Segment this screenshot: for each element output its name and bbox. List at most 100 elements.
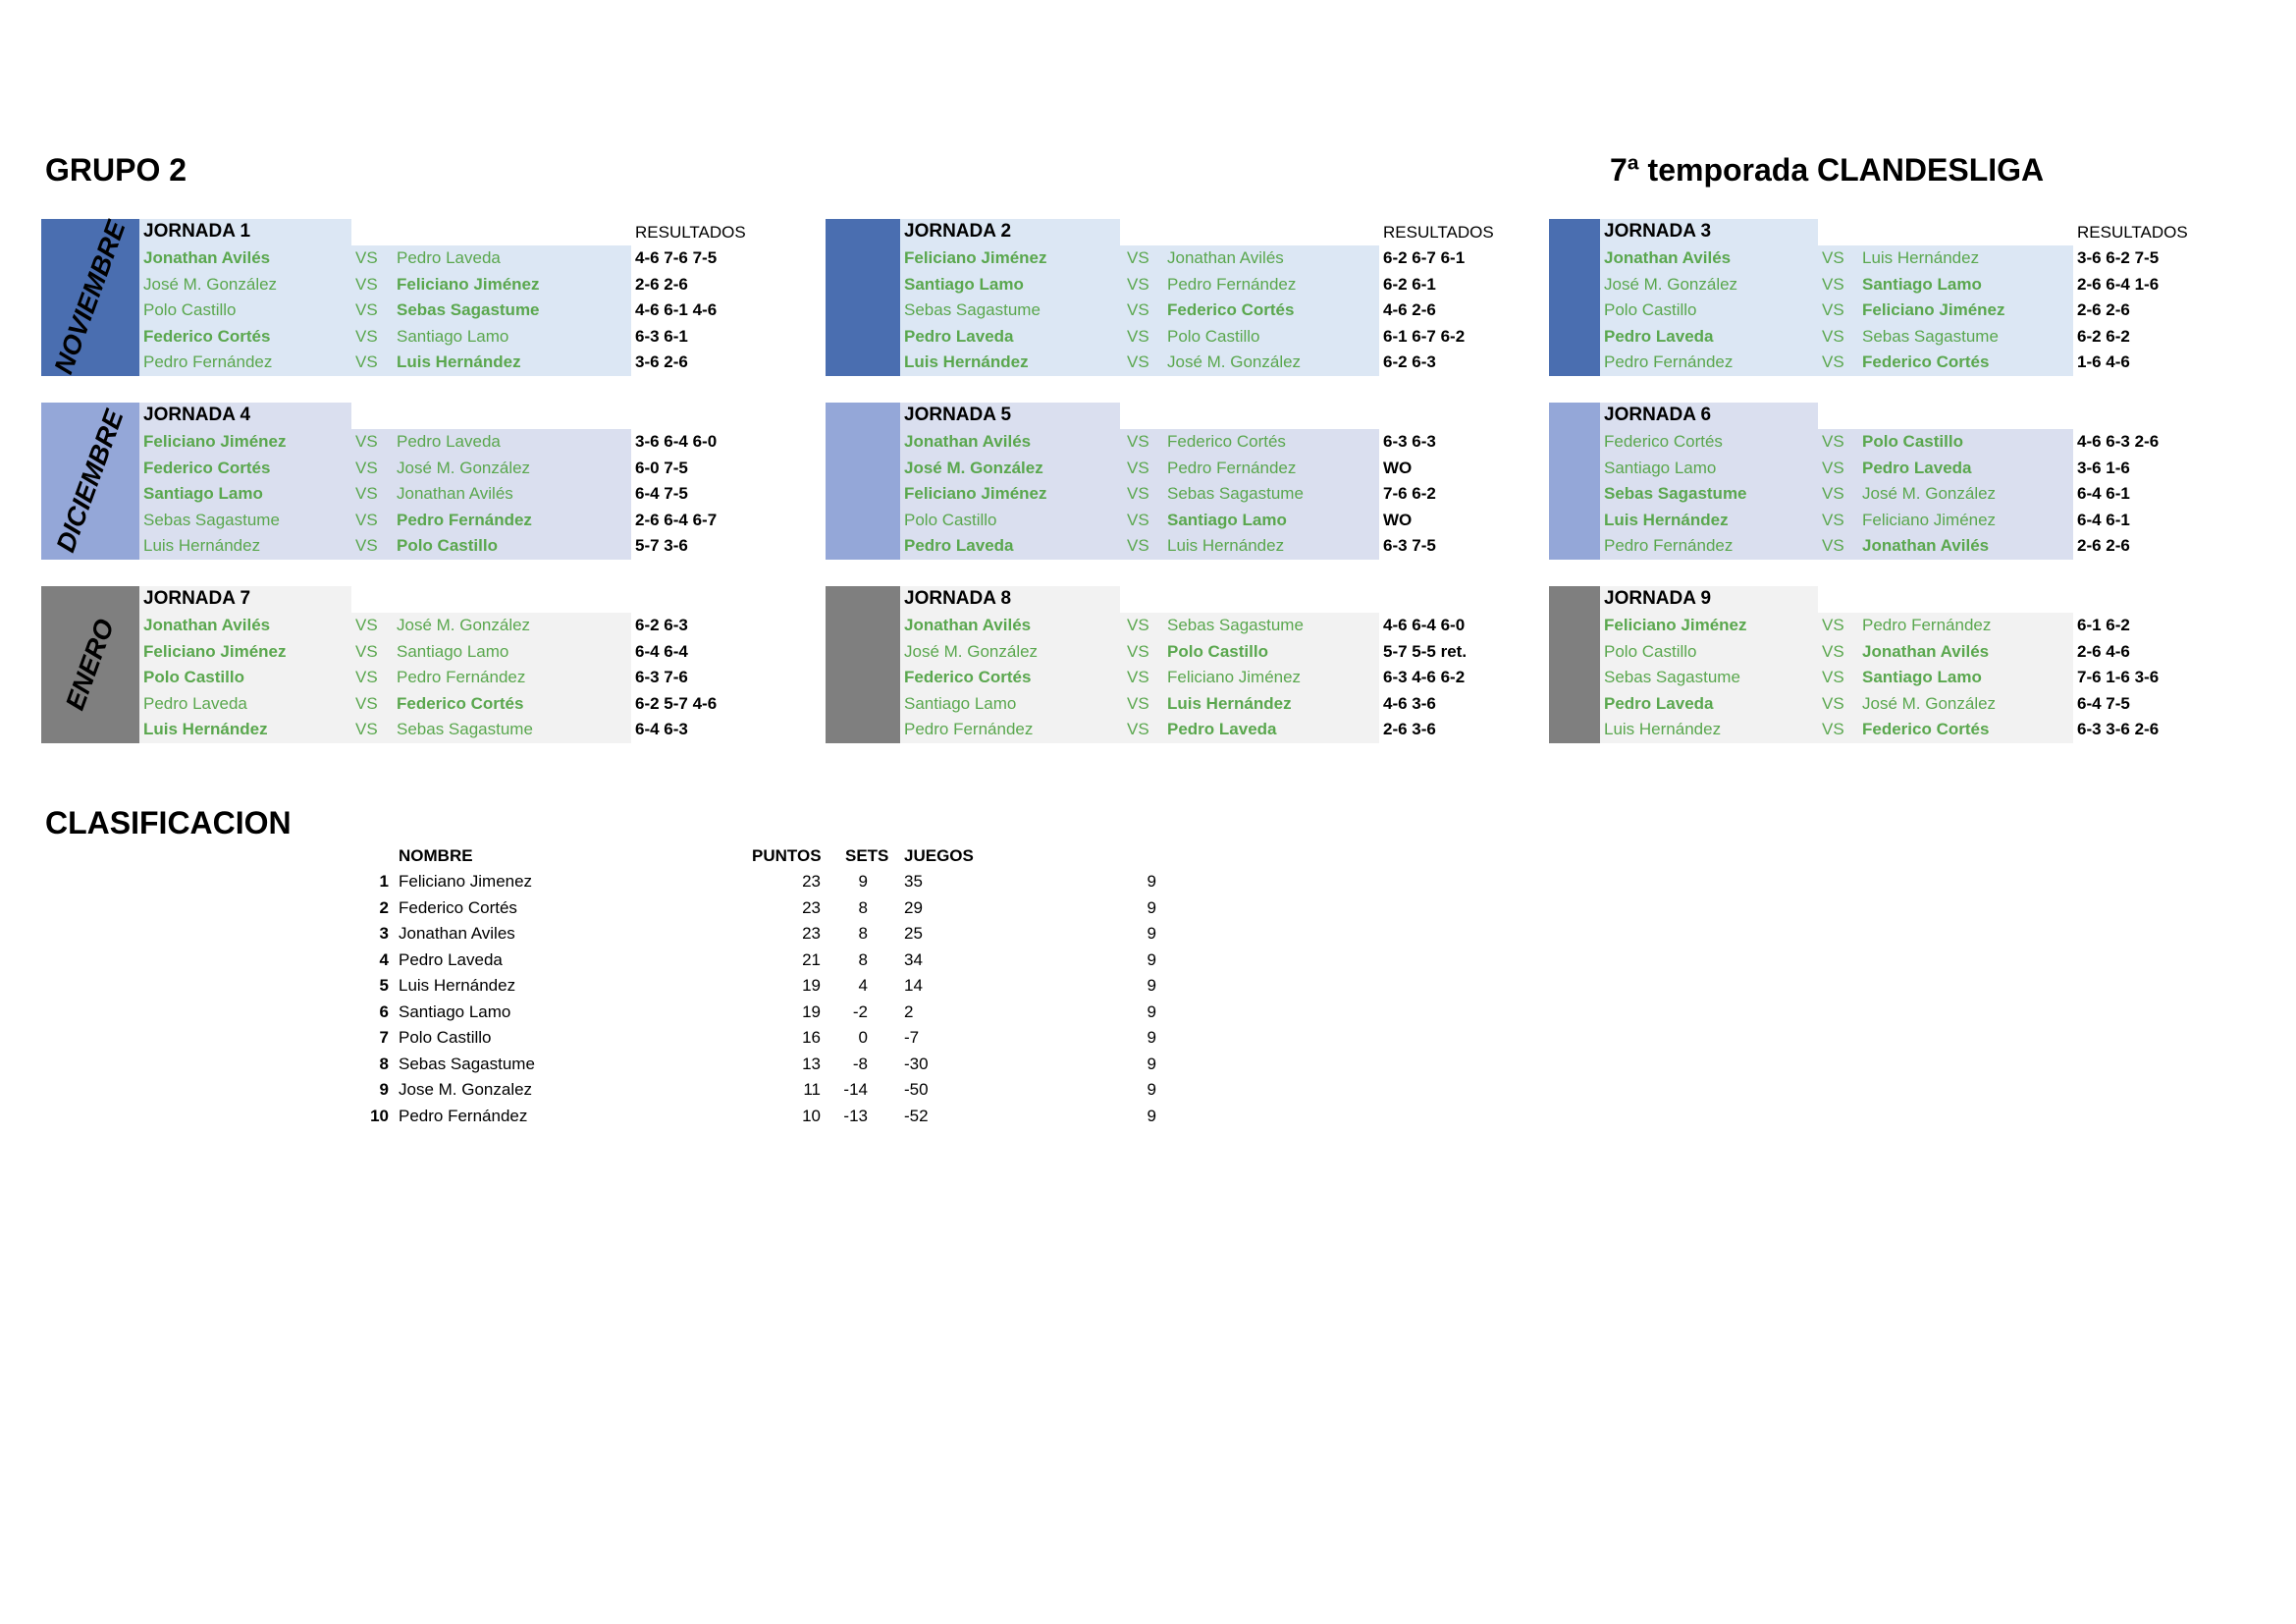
match-row-bg: [139, 638, 631, 666]
month-band: NOVIEMBRE: [41, 216, 139, 378]
standing-points: 10: [802, 1106, 821, 1125]
standing-position: 10: [370, 1106, 389, 1125]
vs-label: VS: [1127, 616, 1149, 634]
match-result: 4-6 2-6: [1383, 300, 1436, 320]
jornada-title: JORNADA 2: [904, 221, 1012, 242]
vs-label: VS: [1822, 668, 1844, 687]
player-away: Luis Hernández: [397, 352, 521, 372]
standing-games: 35: [904, 872, 923, 891]
standing-points: 11: [803, 1080, 821, 1099]
jornada-header-bg: [900, 586, 1120, 613]
player-away: Sebas Sagastume: [397, 300, 540, 320]
player-away: Feliciano Jiménez: [1167, 668, 1302, 687]
match-row-bg: [139, 298, 631, 324]
standings-title: CLASIFICACION: [45, 805, 292, 840]
standing-played: 9: [1147, 1106, 1156, 1125]
match-row-bg: [139, 533, 631, 560]
jornada-title: JORNADA 6: [1604, 405, 1712, 425]
vs-label: VS: [355, 616, 378, 634]
player-away: Pedro Fernández: [397, 510, 532, 529]
player-home: Luis Hernández: [1604, 510, 1729, 529]
player-home: Santiago Lamo: [904, 693, 1017, 713]
player-away: Jonathan Avilés: [1167, 248, 1284, 267]
vs-label: VS: [1822, 484, 1844, 504]
vs-label: VS: [355, 432, 378, 451]
standing-name: Jose M. Gonzalez: [399, 1080, 533, 1099]
month-label: NOVIEMBRE: [48, 216, 132, 378]
match-row-bg: [1600, 665, 2073, 691]
player-away: José M. González: [397, 458, 531, 477]
player-away: José M. González: [1862, 484, 1997, 504]
standing-games: 34: [904, 949, 923, 969]
match-row-bg: [900, 507, 1379, 534]
vs-label: VS: [1127, 274, 1149, 294]
player-away: Luis Hernández: [1167, 693, 1292, 713]
col-header-sets: SETS: [845, 846, 889, 865]
match-row-bg: [1600, 533, 2073, 560]
standing-position: 9: [379, 1080, 389, 1099]
match-result: 4-6 3-6: [1383, 693, 1436, 713]
vs-label: VS: [355, 458, 378, 477]
player-home: Federico Cortés: [143, 458, 271, 477]
player-away: Polo Castillo: [397, 536, 498, 556]
standing-name: Pedro Fernández: [399, 1106, 528, 1125]
player-away: Sebas Sagastume: [1167, 484, 1304, 504]
player-away: José M. González: [1167, 352, 1302, 372]
match-result: 2-6 2-6: [2077, 300, 2130, 320]
player-home: Jonathan Avilés: [143, 616, 271, 634]
vs-label: VS: [1127, 300, 1149, 320]
player-away: Luis Hernández: [1167, 536, 1285, 556]
vs-label: VS: [355, 720, 378, 739]
match-result: 6-2 5-7 4-6: [635, 693, 718, 713]
player-away: Santiago Lamo: [1862, 668, 1982, 687]
player-away: Polo Castillo: [1167, 326, 1260, 346]
player-home: Pedro Fernández: [904, 720, 1034, 739]
standing-games: -30: [904, 1054, 929, 1073]
match-row-bg: [1600, 613, 2073, 639]
standing-games: 2: [904, 1001, 914, 1021]
player-away: Pedro Laveda: [1167, 720, 1277, 739]
vs-label: VS: [1127, 484, 1149, 504]
match-result: 3-6 2-6: [635, 352, 688, 372]
match-result: 5-7 3-6: [635, 536, 688, 556]
match-result: 4-6 6-3 2-6: [2077, 432, 2160, 451]
match-result: 2-6 3-6: [1383, 720, 1436, 739]
player-home: José M. González: [904, 458, 1043, 477]
standing-games: 14: [904, 976, 923, 995]
standing-played: 9: [1147, 924, 1156, 943]
match-row-bg: [139, 323, 631, 351]
jornada-header-bg: [1600, 586, 1818, 613]
player-away: Feliciano Jiménez: [1862, 300, 2005, 320]
vs-label: VS: [1822, 536, 1844, 556]
jornada-block: JORNADA 2 RESULTADOS Feliciano Jiménez VS Jo…: [826, 219, 1539, 376]
month-band: DICIEMBRE: [41, 403, 139, 560]
match-row-bg: [139, 717, 631, 743]
jornada-block: JORNADA 3 RESULTADOS Jonathan Avilés VS Luis…: [1549, 219, 2271, 376]
player-away: Pedro Fernández: [1862, 616, 1992, 634]
match-result: WO: [1383, 458, 1413, 477]
vs-label: VS: [355, 484, 378, 504]
match-result: 6-2 6-3: [1383, 352, 1436, 372]
jornada-block: JORNADA 9 Feliciano Jiménez VS Pedro Fernán…: [1549, 586, 2271, 743]
player-home: José M. González: [1604, 274, 1738, 294]
vs-label: VS: [355, 248, 378, 267]
match-row-bg: [1600, 323, 2073, 351]
match-result: 3-6 1-6: [2077, 458, 2130, 477]
standing-name: Santiago Lamo: [399, 1001, 511, 1021]
player-home: Feliciano Jiménez: [143, 641, 287, 661]
match-row-bg: [139, 429, 631, 456]
player-away: Feliciano Jiménez: [1862, 510, 1997, 529]
vs-label: VS: [1822, 326, 1844, 346]
jornada-title: JORNADA 1: [143, 221, 251, 242]
match-result: 1-6 4-6: [2077, 352, 2130, 372]
standing-sets: 8: [858, 949, 868, 969]
vs-label: VS: [355, 693, 378, 713]
standing-played: 9: [1147, 1054, 1156, 1073]
match-result: 6-4 6-1: [2077, 484, 2130, 504]
match-row-bg: [139, 507, 631, 534]
player-away: José M. González: [397, 616, 531, 634]
standing-played: 9: [1147, 897, 1156, 917]
match-row-bg: [139, 613, 631, 639]
player-home: Polo Castillo: [1604, 641, 1697, 661]
match-result: 6-3 3-6 2-6: [2077, 720, 2160, 739]
